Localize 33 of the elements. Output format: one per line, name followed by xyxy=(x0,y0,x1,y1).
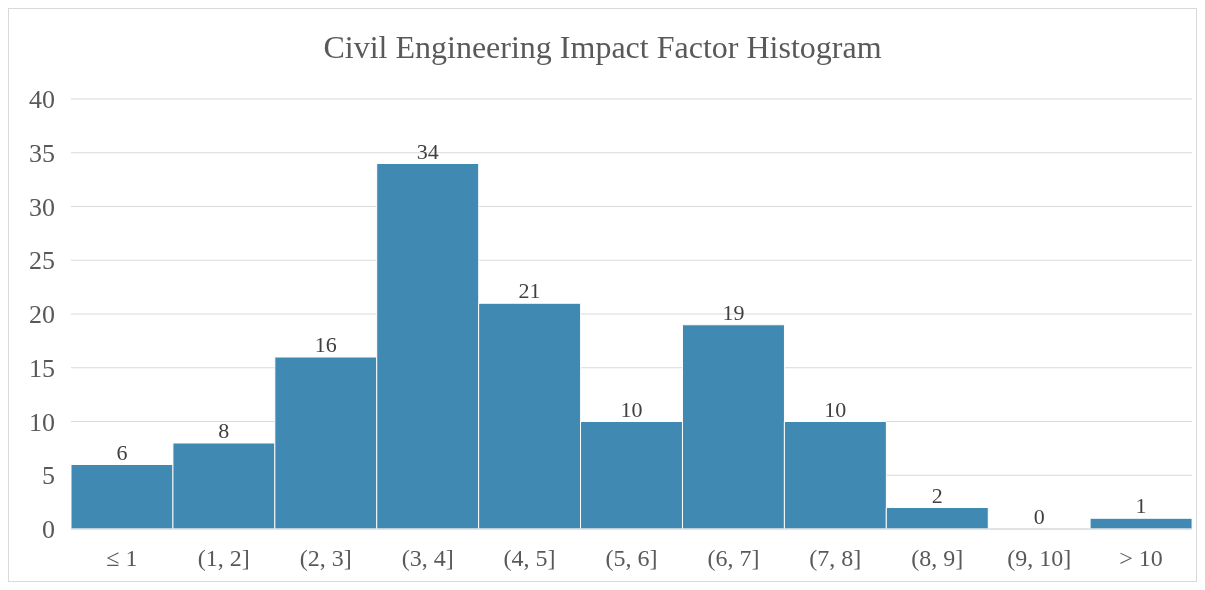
x-tick-label: > 10 xyxy=(1119,545,1163,572)
x-tick-label: (5, 6] xyxy=(605,545,658,572)
data-label: 10 xyxy=(620,396,643,422)
y-tick-label: 30 xyxy=(29,192,55,222)
data-label: 21 xyxy=(518,278,541,304)
x-tick-label: (2, 3] xyxy=(299,545,352,572)
data-label: 19 xyxy=(722,299,745,325)
y-tick-label: 10 xyxy=(29,407,55,437)
x-tick-label: (1, 2] xyxy=(197,545,250,572)
bar xyxy=(1089,517,1193,529)
y-tick-label: 20 xyxy=(29,300,55,330)
data-label: 10 xyxy=(824,396,847,422)
x-tick-label: (7, 8] xyxy=(809,545,862,572)
x-tick-label: (8, 9] xyxy=(911,545,964,572)
x-tick-label: (9, 10] xyxy=(1007,545,1072,572)
y-tick-label: 35 xyxy=(29,138,55,168)
y-tick-label: 15 xyxy=(29,353,55,383)
data-label: 34 xyxy=(416,138,439,164)
y-tick-label: 40 xyxy=(29,85,55,115)
y-tick-label: 25 xyxy=(29,246,55,276)
data-label: 6 xyxy=(116,439,128,465)
x-tick-label: (4, 5] xyxy=(503,545,556,572)
y-tick-label: 5 xyxy=(42,461,55,491)
data-label: 2 xyxy=(931,482,943,508)
y-tick-label: 0 xyxy=(42,515,55,545)
data-label: 1 xyxy=(1135,493,1147,519)
data-label: 16 xyxy=(314,332,337,357)
chart-title: Civil Engineering Impact Factor Histogram xyxy=(322,29,883,66)
data-label: 8 xyxy=(218,418,230,443)
x-tick-label: ≤ 1 xyxy=(106,545,138,572)
x-tick-label: (6, 7] xyxy=(707,545,760,572)
x-tick-label: (3, 4] xyxy=(401,545,454,572)
data-label: 0 xyxy=(1033,504,1045,529)
